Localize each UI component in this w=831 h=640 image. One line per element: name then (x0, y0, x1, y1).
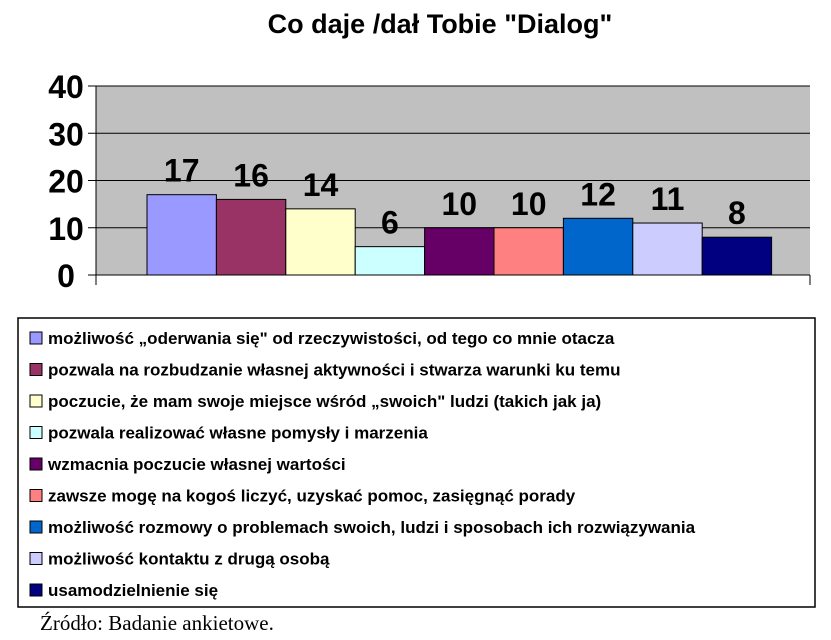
legend-swatch (29, 394, 43, 408)
chart-title: Co daje /dał Tobie "Dialog" (268, 9, 613, 39)
legend-entry: możliwość rozmowy o problemach swoich, l… (48, 518, 696, 537)
plot-area: 0 10 20 30 40 17 16 14 6 10 10 12 11 8 (48, 69, 811, 294)
data-label: 11 (651, 181, 685, 217)
bar (493, 227, 564, 276)
data-label: 10 (442, 186, 478, 222)
bar (354, 246, 426, 276)
data-label: 10 (511, 186, 547, 222)
bar (146, 194, 217, 276)
legend-entry: pozwala realizować własne pomysły i marz… (48, 424, 428, 443)
legend-box (17, 317, 816, 608)
data-label: 8 (728, 195, 746, 231)
legend-entry: możliwość kontaktu z drugą osobą (48, 550, 330, 569)
legend-entry: usamodzielnienie się (48, 581, 218, 600)
bar (215, 198, 287, 276)
legend-entry: możliwość „oderwania się" od rzeczywisto… (48, 329, 615, 348)
legend-entry: zawsze mogę na kogoś liczyć, uzyskać pom… (48, 487, 576, 506)
data-label: 17 (164, 153, 200, 189)
legend-swatch (29, 426, 43, 439)
legend-swatch (29, 331, 43, 345)
source-note: Źródło: Badanie ankietowe. (40, 611, 274, 635)
data-label: 12 (580, 176, 616, 212)
bar (562, 217, 634, 276)
y-tick-label: 10 (48, 211, 84, 247)
legend-swatch (29, 520, 43, 534)
bar (701, 236, 773, 276)
y-tick-label: 30 (48, 116, 84, 152)
legend: możliwość „oderwania się" od rzeczywisto… (17, 317, 816, 608)
data-label: 16 (233, 157, 269, 193)
legend-swatch (29, 457, 43, 471)
legend-entry: wzmacnia poczucie własnej wartości (47, 455, 346, 474)
legend-entry: pozwala na rozbudzanie własnej aktywnośc… (48, 361, 621, 380)
legend-entry: poczucie, że mam swoje miejsce wśród „sw… (48, 392, 601, 411)
legend-swatch (29, 552, 43, 565)
bar (285, 208, 356, 276)
y-tick-label: 20 (48, 164, 84, 200)
data-label: 6 (381, 205, 399, 241)
bar (632, 222, 703, 276)
bar (424, 227, 495, 276)
data-label: 14 (303, 167, 339, 203)
legend-swatch (29, 489, 43, 502)
legend-swatch (29, 583, 43, 597)
y-tick-label: 40 (48, 69, 84, 105)
y-tick-label: 0 (57, 258, 75, 294)
legend-swatch (29, 363, 43, 376)
